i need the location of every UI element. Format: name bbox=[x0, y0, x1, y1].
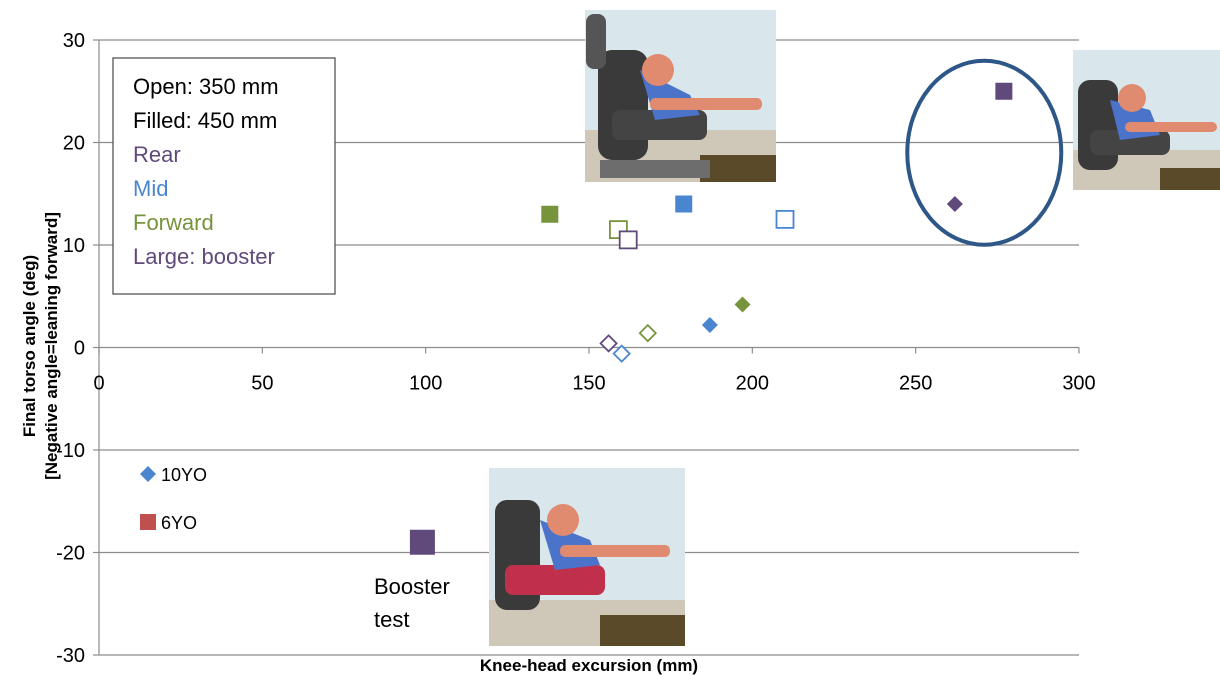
y-axis-title: Final torso angle (deg) bbox=[20, 255, 39, 437]
info-box-line: Large: booster bbox=[133, 244, 275, 269]
legend-marker-diamond bbox=[140, 466, 156, 482]
x-tick-label: 100 bbox=[409, 373, 442, 395]
x-axis-title: Knee-head excursion (mm) bbox=[480, 656, 698, 675]
highlight-ellipse bbox=[905, 58, 1064, 247]
y-tick-label: 20 bbox=[63, 133, 85, 155]
dummy-photo-right bbox=[1073, 50, 1220, 190]
y-tick-label: 10 bbox=[63, 235, 85, 257]
point-diamond bbox=[612, 344, 631, 363]
point-square bbox=[775, 209, 795, 229]
y-tick-label: 0 bbox=[74, 338, 85, 360]
point-diamond bbox=[638, 323, 658, 343]
point-square bbox=[675, 195, 693, 213]
dummy-photo-top bbox=[585, 10, 776, 182]
info-box: Open: 350 mm Filled: 450 mm Rear Mid Forward… bbox=[112, 57, 336, 295]
legend-marker-square bbox=[140, 514, 156, 530]
x-tick-label: 0 bbox=[93, 373, 104, 395]
legend-label: 10YO bbox=[161, 465, 207, 485]
x-tick-label: 50 bbox=[251, 373, 273, 395]
point-diamond bbox=[734, 296, 751, 313]
data-points bbox=[409, 82, 1013, 555]
point-diamond bbox=[701, 316, 718, 333]
info-box-line: Filled: 450 mm bbox=[133, 108, 277, 133]
annotation-line-2: test bbox=[374, 607, 409, 632]
x-tick-label: 250 bbox=[899, 373, 932, 395]
x-tick-label: 150 bbox=[572, 373, 605, 395]
y-tick-label: -20 bbox=[56, 543, 85, 565]
info-box-line: Rear bbox=[133, 142, 181, 167]
legend-label: 6YO bbox=[161, 513, 197, 533]
x-tick-label: 200 bbox=[736, 373, 769, 395]
point-square bbox=[618, 230, 638, 250]
point-diamond bbox=[599, 334, 618, 353]
info-box-line: Mid bbox=[133, 176, 168, 201]
legend: 10YO 6YO bbox=[140, 465, 207, 533]
info-box-line: Forward bbox=[133, 210, 214, 235]
annotation-booster: Booster test bbox=[374, 574, 450, 632]
info-box-line: Open: 350 mm bbox=[133, 74, 279, 99]
y-tick-label: -10 bbox=[56, 440, 85, 462]
point-square bbox=[995, 82, 1013, 100]
y-tick-label: -30 bbox=[56, 645, 85, 667]
y-axis-subtitle: [Negative angle=leaning forward] bbox=[42, 212, 61, 480]
point-square bbox=[541, 205, 559, 223]
point-diamond bbox=[946, 196, 963, 212]
dummy-photo-bottom bbox=[489, 468, 685, 646]
x-tick-label: 300 bbox=[1062, 373, 1095, 395]
y-tick-label: 30 bbox=[63, 30, 85, 52]
point-square bbox=[409, 529, 435, 555]
annotation-line-1: Booster bbox=[374, 574, 450, 599]
